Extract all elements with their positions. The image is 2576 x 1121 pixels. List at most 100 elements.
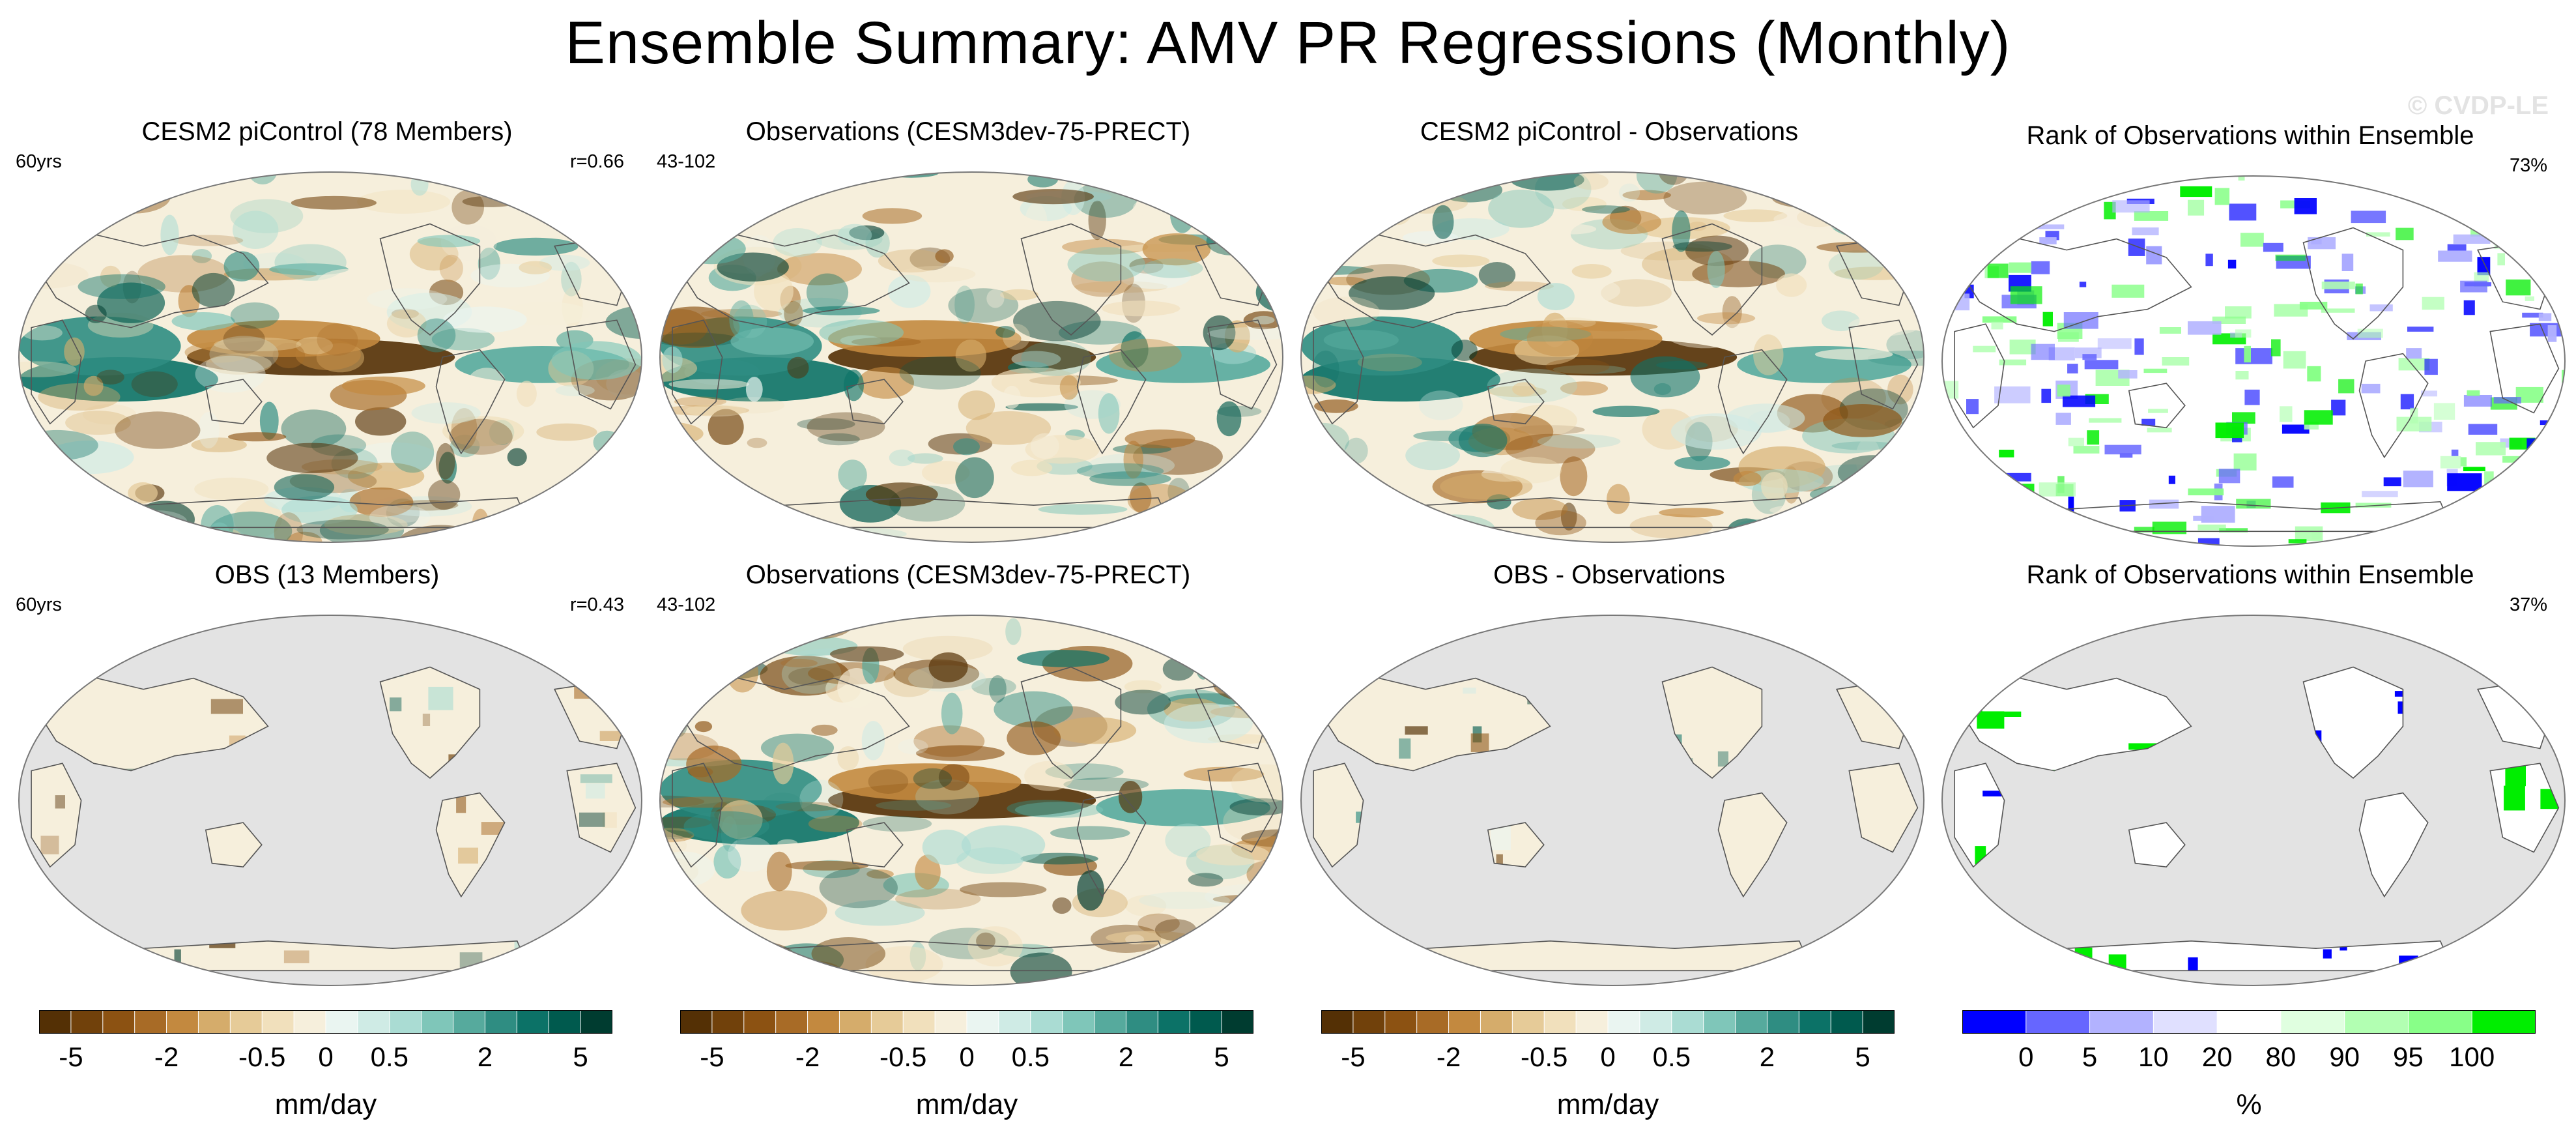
- map-rank-2: [1938, 611, 2569, 989]
- anomaly-patch: [612, 453, 635, 494]
- rank-cell: [2566, 826, 2569, 837]
- anomaly-patch: [775, 168, 861, 178]
- rank-cell: [2456, 212, 2492, 220]
- anomaly-patch: [1109, 339, 1182, 372]
- colorbar-swatch: [2408, 1010, 2472, 1034]
- rank-cell: [2521, 217, 2556, 226]
- rank-cell: [2235, 348, 2272, 364]
- anomaly-patch: [747, 438, 767, 448]
- anomaly-patch: [86, 632, 147, 655]
- rank-cell: [2561, 525, 2569, 529]
- rank-cell: [2283, 351, 2306, 369]
- colorbar-tick-label: 5: [2082, 1041, 2097, 1072]
- rank-cell: [2134, 338, 2143, 355]
- rank-cell: [2513, 621, 2540, 639]
- rank-cell: [2531, 532, 2556, 547]
- anomaly-patch: [684, 932, 748, 942]
- anomaly-patch: [1376, 632, 1397, 666]
- rank-cell: [2455, 212, 2487, 220]
- anomaly-patch: [1500, 457, 1562, 484]
- rank-cell: [2289, 539, 2307, 543]
- anomaly-patch: [562, 175, 646, 216]
- rank-cell: [2422, 172, 2433, 186]
- rank-cell: [2565, 619, 2569, 634]
- rank-cell: [2463, 187, 2470, 203]
- rank-cell: [2465, 282, 2491, 286]
- anomaly-patch: [749, 611, 771, 650]
- rank-cell: [2351, 211, 2386, 223]
- panel-difference: CESM2 piControl - Observations: [1290, 117, 1928, 567]
- anomaly-patch: [1414, 514, 1495, 543]
- anomaly-patch: [22, 325, 63, 340]
- anomaly-patch: [655, 957, 713, 985]
- rank-cell: [2517, 227, 2545, 234]
- anomaly-patch: [472, 509, 489, 540]
- rank-cell: [2120, 453, 2133, 458]
- anomaly-patch: [1801, 952, 1837, 974]
- rank-cell: [2396, 228, 2414, 240]
- colorbar-swatch: [103, 1010, 135, 1034]
- anomaly-patch: [228, 432, 286, 441]
- rank-cell: [2397, 417, 2432, 431]
- rank-cell: [1941, 235, 1979, 254]
- rank-cell: [2080, 963, 2113, 979]
- rank-cell: [2464, 300, 2475, 315]
- rank-cell: [2160, 327, 2181, 334]
- rank-cell: [2039, 482, 2076, 497]
- anomaly-patch: [500, 512, 537, 546]
- anomaly-patch: [1829, 250, 1884, 280]
- rank-cell: [2063, 396, 2095, 407]
- rank-cell: [2056, 413, 2071, 425]
- anomaly-patch: [233, 211, 278, 249]
- rank-cell: [2046, 648, 2055, 652]
- rank-cell: [2556, 229, 2566, 244]
- colorbar-tick-label: 0.5: [1012, 1041, 1050, 1072]
- rank-cell: [2568, 737, 2569, 751]
- anomaly-patch: [544, 931, 568, 954]
- rank-cell: [2240, 233, 2264, 246]
- colorbar-swatch: [1031, 1010, 1063, 1034]
- rank-cell: [2197, 525, 2225, 531]
- anomaly-patch: [960, 882, 1046, 897]
- anomaly-patch: [1166, 179, 1248, 194]
- colorbar-tick-label: -2: [1437, 1041, 1461, 1072]
- rank-cell: [2434, 985, 2471, 989]
- colorbar-swatch: [871, 1010, 903, 1034]
- colorbar-tick-label: -5: [1341, 1041, 1365, 1072]
- anomaly-patch: [82, 955, 144, 966]
- colorbar-unit: mm/day: [680, 1088, 1253, 1121]
- panel-title: CESM2 piControl (78 Members): [8, 117, 646, 147]
- anomaly-patch: [916, 745, 1005, 761]
- ocean-mask: [1938, 611, 2569, 989]
- panel-title: Rank of Observations within Ensemble: [1931, 121, 2569, 151]
- anomaly-patch: [655, 237, 722, 254]
- anomaly-patch: [1119, 781, 1142, 813]
- anomaly-patch: [53, 238, 76, 251]
- anomaly-patch: [1155, 919, 1197, 941]
- anomaly-patch: [1708, 251, 1725, 288]
- anomaly-patch: [899, 266, 976, 282]
- anomaly-patch: [1390, 615, 1478, 641]
- colorbar-swatch: [967, 1010, 999, 1034]
- rank-cell: [2074, 446, 2100, 454]
- colorbar-tick-label: 2: [478, 1041, 493, 1072]
- colorbar-swatch: [1640, 1010, 1672, 1034]
- rank-cell: [1956, 226, 1964, 233]
- rank-cell: [2485, 217, 2514, 229]
- anomaly-patch: [534, 509, 627, 546]
- rank-cell: [2132, 227, 2159, 235]
- anomaly-patch: [1547, 224, 1596, 235]
- rank-cell: [2232, 412, 2255, 424]
- panel-title: Observations (CESM3dev-75-PRECT): [649, 117, 1287, 147]
- anomaly-patch: [1228, 686, 1287, 702]
- rank-cell: [2228, 260, 2236, 269]
- panel-title: CESM2 piControl - Observations: [1290, 117, 1928, 147]
- anomaly-patch: [1769, 504, 1840, 516]
- anomaly-patch: [655, 485, 700, 525]
- anomaly-patch: [1572, 264, 1612, 279]
- colorbar-tick-label: 5: [1214, 1041, 1229, 1072]
- anomaly-patch: [1838, 455, 1908, 490]
- anomaly-patch: [61, 961, 87, 977]
- anomaly-patch: [1310, 637, 1341, 659]
